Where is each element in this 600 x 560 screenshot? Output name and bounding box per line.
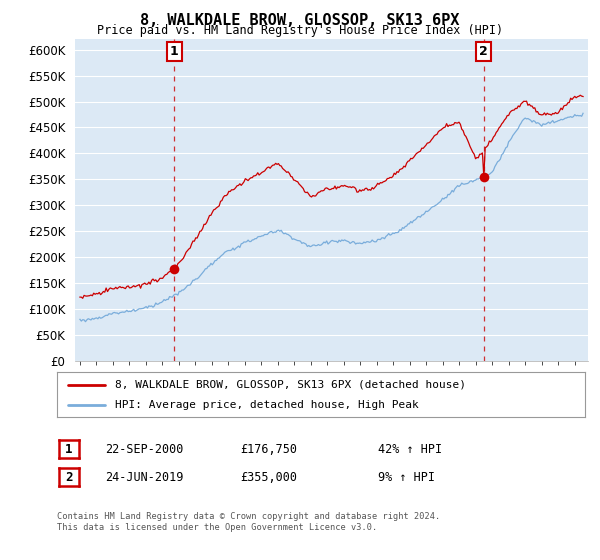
Text: 8, WALKDALE BROW, GLOSSOP, SK13 6PX: 8, WALKDALE BROW, GLOSSOP, SK13 6PX	[140, 13, 460, 28]
Text: £176,750: £176,750	[240, 442, 297, 456]
Text: 1: 1	[170, 45, 179, 58]
Text: 2: 2	[479, 45, 488, 58]
Text: 22-SEP-2000: 22-SEP-2000	[105, 442, 184, 456]
Text: 42% ↑ HPI: 42% ↑ HPI	[378, 442, 442, 456]
Text: Price paid vs. HM Land Registry's House Price Index (HPI): Price paid vs. HM Land Registry's House …	[97, 24, 503, 37]
Text: Contains HM Land Registry data © Crown copyright and database right 2024.
This d: Contains HM Land Registry data © Crown c…	[57, 512, 440, 532]
Text: 24-JUN-2019: 24-JUN-2019	[105, 470, 184, 484]
Text: 2: 2	[65, 470, 73, 484]
Text: £355,000: £355,000	[240, 470, 297, 484]
Text: 9% ↑ HPI: 9% ↑ HPI	[378, 470, 435, 484]
Text: HPI: Average price, detached house, High Peak: HPI: Average price, detached house, High…	[115, 400, 419, 410]
Text: 8, WALKDALE BROW, GLOSSOP, SK13 6PX (detached house): 8, WALKDALE BROW, GLOSSOP, SK13 6PX (det…	[115, 380, 466, 390]
Text: 1: 1	[65, 442, 73, 456]
